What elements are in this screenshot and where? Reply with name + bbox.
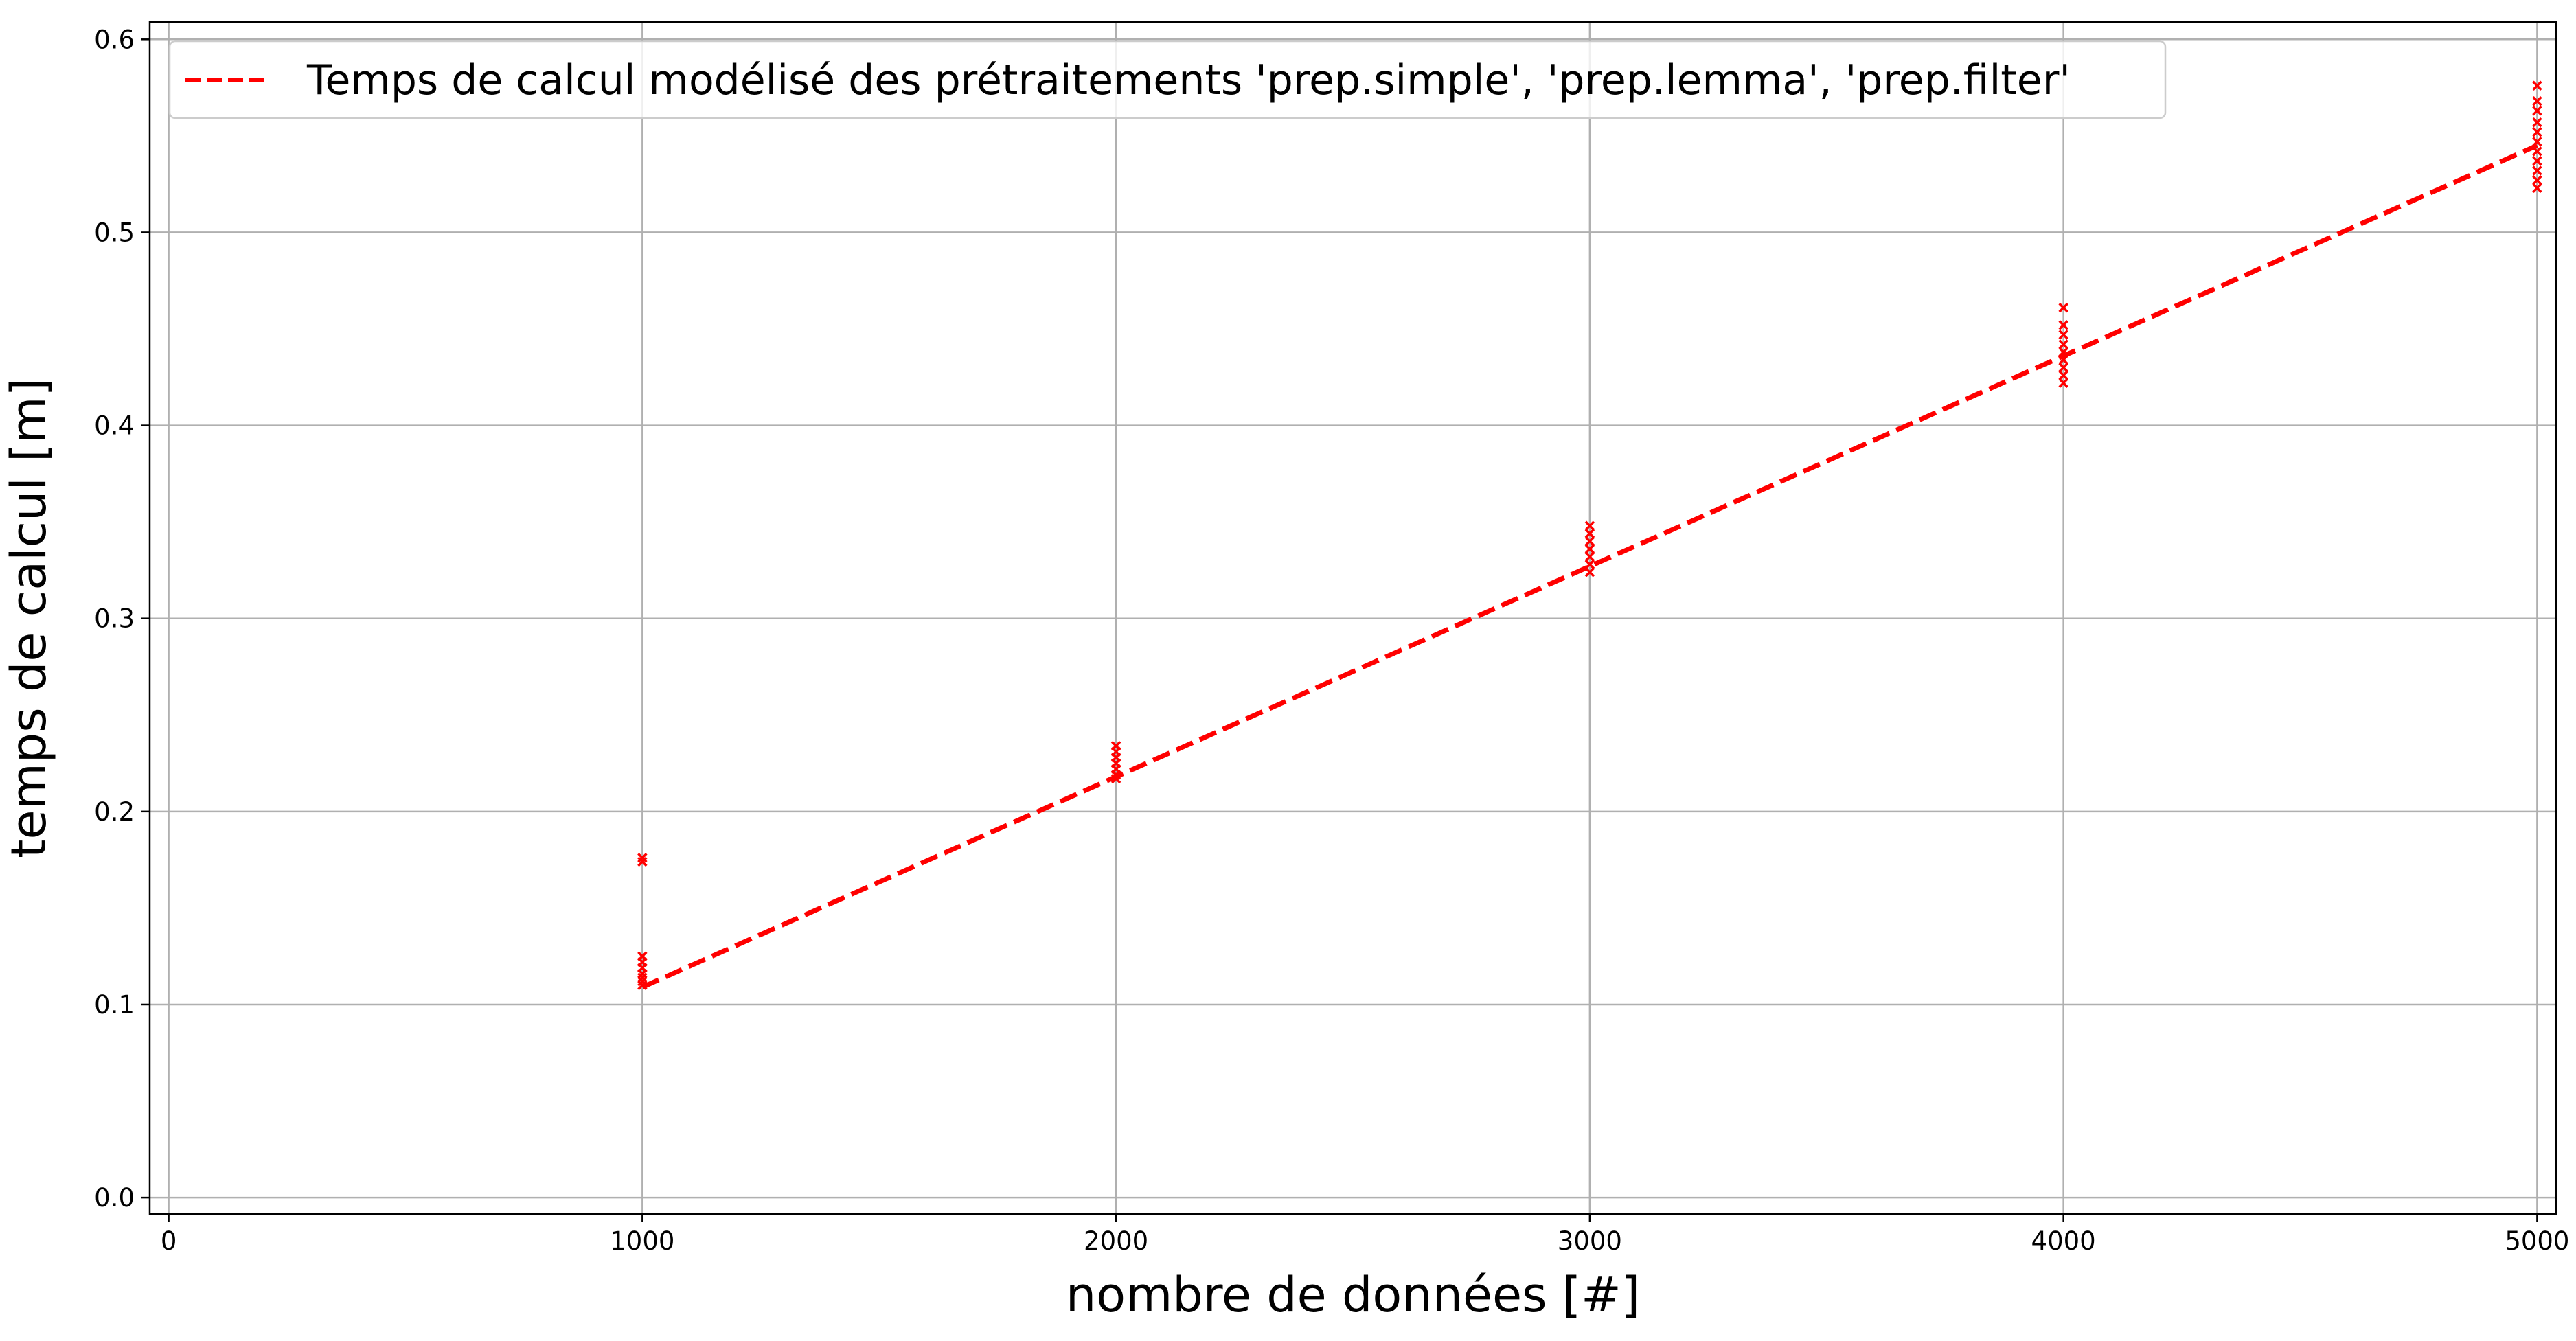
data-point [2058,339,2068,349]
y-tick-label: 0.2 [94,797,135,827]
data-point-stroke [2532,156,2542,166]
data-point [2532,183,2542,194]
x-tick-label: 3000 [1558,1226,1622,1256]
x-axis-label: nombre de données [#] [1066,1267,1640,1323]
data-point-stroke [1584,551,1595,562]
y-tick-label: 0.0 [94,1183,135,1213]
data-point-stroke [1584,528,1595,539]
data-point-stroke [2058,302,2068,313]
data-point-stroke [2532,146,2542,157]
data-point-stroke [2058,378,2068,388]
data-layer [637,80,2542,991]
data-point-stroke [2532,117,2542,128]
y-tick-label: 0.4 [94,411,135,441]
data-point [2532,127,2542,137]
x-tick-label: 4000 [2031,1226,2096,1256]
legend-box [168,40,2167,119]
data-point [1584,536,1595,547]
data-point-stroke [637,856,648,867]
y-axis-label: temps de calcul [m] [1,378,57,858]
data-point [2058,330,2068,340]
model-line [641,143,2538,989]
data-point [2532,80,2542,91]
data-point-stroke [2532,183,2542,194]
data-point [2532,156,2542,166]
data-point [1584,551,1595,562]
data-point [2532,96,2542,106]
data-point [2058,320,2068,330]
data-point-stroke [2058,339,2068,349]
y-tick-label: 0.5 [94,218,135,247]
x-tick-label: 1000 [610,1226,674,1256]
data-point [1584,544,1595,554]
x-tick-label: 0 [161,1226,177,1256]
data-point [2532,175,2542,185]
data-point-stroke [1584,544,1595,554]
data-point [2532,165,2542,176]
data-point [637,856,648,867]
data-point [2058,378,2068,388]
grid [150,22,2556,1214]
data-point-stroke [1584,566,1595,577]
data-point-stroke [2532,96,2542,106]
data-point-stroke [2532,127,2542,137]
data-point [1584,520,1595,531]
y-tick-label: 0.1 [94,990,135,1020]
axis-ticks: 0 1000 2000 3000 4000 5000 0.0 0.1 0.2 0.3 0.4 0.5 0… [94,25,2569,1256]
data-point [1584,528,1595,539]
y-tick-label: 0.6 [94,25,135,54]
data-point [2058,370,2068,380]
data-point-stroke [2058,370,2068,380]
data-point-stroke [1584,520,1595,531]
data-point [2532,117,2542,128]
data-point-stroke [2058,320,2068,330]
legend: Temps de calcul modélisé des prétraiteme… [168,40,2167,119]
legend-entry-label: Temps de calcul modélisé des prétraiteme… [306,56,2071,104]
data-point [2532,106,2542,116]
data-point-stroke [2058,362,2068,373]
data-point [2058,362,2068,373]
data-point-stroke [1584,536,1595,547]
data-point-stroke [2532,175,2542,185]
data-point-stroke [2532,165,2542,176]
data-point-stroke [2532,80,2542,91]
data-point [2058,302,2068,313]
y-tick-label: 0.3 [94,604,135,634]
data-point-stroke [2532,106,2542,116]
x-tick-label: 2000 [1084,1226,1148,1256]
data-point-stroke [2058,330,2068,340]
x-tick-label: 5000 [2505,1226,2569,1256]
